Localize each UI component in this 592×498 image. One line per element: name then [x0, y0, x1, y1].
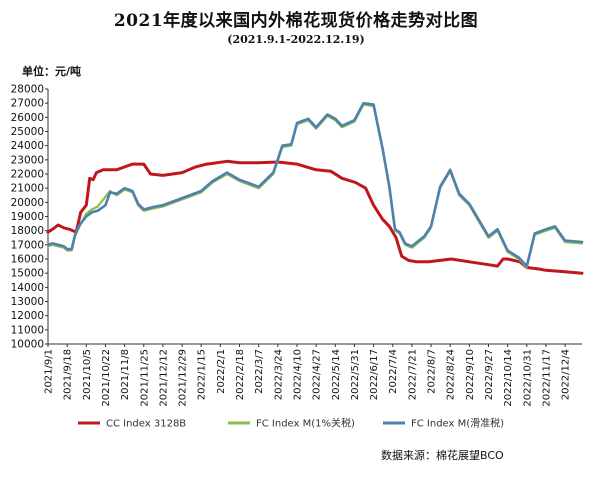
y-tick-label: 28000: [11, 84, 44, 96]
y-axis: 10000 11000 12000 13000 14000 15000 16000 17000…: [11, 84, 49, 351]
x-tick-label: 2022/3/7: [254, 349, 265, 394]
x-tick-label: 2021/10/22: [101, 349, 112, 407]
series-line-0: [46, 159, 584, 275]
legend: CC Index 3128B FC Index M(1%关税) FC Index M…: [78, 417, 504, 430]
y-tick-label: 19000: [11, 211, 44, 223]
x-tick-label: 2022/9/27: [484, 349, 495, 400]
x-tick-label: 2022/12/4: [561, 349, 572, 400]
series-line-1: [46, 103, 584, 269]
legend-label-1: FC Index M(1%关税): [256, 417, 355, 430]
x-tick-label: 2021/9/1: [44, 349, 55, 394]
chart-subtitle: (2021.9.1-2022.12.19): [227, 33, 365, 46]
y-tick-label: 10000: [11, 339, 44, 351]
x-tick-label: 2021/10/5: [82, 349, 93, 400]
x-tick-label: 2022/4/10: [292, 349, 303, 400]
x-tick-label: 2022/7/21: [407, 349, 418, 400]
x-tick-label: 2022/11/17: [541, 349, 552, 407]
x-tick-label: 2022/3/24: [273, 349, 284, 400]
y-tick-label: 12000: [11, 310, 44, 322]
source-note: 数据来源：棉花展望BCO: [381, 449, 504, 462]
y-tick-label: 20000: [11, 197, 44, 209]
y-tick-label: 27000: [11, 98, 44, 110]
x-tick-label: 2021/11/8: [120, 349, 131, 400]
x-tick-label: 2022/5/14: [331, 349, 342, 400]
x-tick-label: 2022/10/14: [503, 349, 514, 407]
x-tick-label: 2021/12/29: [178, 349, 189, 407]
x-tick-label: 2021/11/25: [139, 349, 150, 407]
x-axis: 2021/9/1 2021/9/18 2021/10/5 2021/10/22 2021…: [44, 343, 582, 407]
y-tick-label: 25000: [11, 126, 44, 138]
x-tick-label: 2022/4/27: [312, 349, 323, 400]
y-tick-label: 14000: [11, 282, 44, 294]
legend-label-0: CC Index 3128B: [106, 419, 186, 430]
y-tick-label: 23000: [11, 154, 44, 166]
x-tick-label: 2022/6/17: [369, 349, 380, 400]
series-lines: [46, 101, 584, 275]
unit-label: 单位：元/吨: [22, 65, 82, 78]
x-tick-label: 2022/10/31: [522, 349, 533, 407]
legend-label-2: FC Index M(滑准税): [411, 417, 504, 430]
y-tick-label: 15000: [11, 268, 44, 280]
x-tick-label: 2022/9/10: [465, 349, 476, 400]
x-tick-label: 2022/2/1: [216, 349, 227, 394]
x-tick-label: 2022/5/31: [350, 349, 361, 400]
y-tick-label: 17000: [11, 239, 44, 251]
x-tick-label: 2022/8/7: [427, 349, 438, 394]
y-tick-label: 24000: [11, 140, 44, 152]
y-tick-label: 11000: [11, 324, 44, 336]
series-line-2: [46, 101, 584, 268]
chart-title: 2021年度以来国内外棉花现货价格走势对比图: [113, 11, 479, 31]
y-tick-label: 22000: [11, 169, 44, 181]
y-tick-label: 21000: [11, 183, 44, 195]
x-tick-label: 2022/7/4: [388, 349, 399, 394]
y-tick-label: 16000: [11, 254, 44, 266]
x-tick-label: 2021/12/12: [158, 349, 169, 407]
x-tick-label: 2021/9/18: [63, 349, 74, 400]
y-tick-label: 26000: [11, 112, 44, 124]
y-tick-label: 18000: [11, 225, 44, 237]
x-tick-label: 2022/8/24: [446, 349, 457, 400]
y-tick-label: 13000: [11, 296, 44, 308]
x-tick-label: 2022/1/15: [197, 349, 208, 400]
x-tick-label: 2022/2/18: [235, 349, 246, 400]
